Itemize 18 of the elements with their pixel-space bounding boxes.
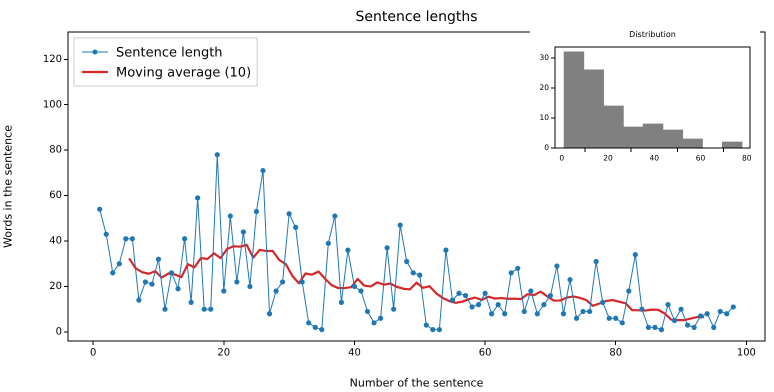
chart-title: Distribution [629,30,676,39]
x-tick-label: 100 [736,348,756,359]
chart-title: Sentence lengths [355,9,478,25]
y-tick-label: 20 [49,281,62,292]
x-tick-label: 60 [478,348,492,359]
y-tick-label: 100 [42,99,62,110]
y-tick-label: 0 [56,326,62,338]
legend-label: Moving average (10) [116,65,252,80]
y-tick-label: 40 [49,236,62,247]
y-tick-label: 120 [42,54,62,65]
x-tick-label: 0 [90,348,96,359]
x-tick-label: 20 [217,348,230,359]
x-axis-title: Number of the sentence [350,376,484,390]
x-tick-label: 40 [348,348,361,359]
y-axis-title: Words in the sentence [1,124,14,248]
legend-label: Sentence length [116,45,223,60]
x-tick-label: 80 [609,348,622,359]
y-tick-label: 60 [49,190,62,202]
